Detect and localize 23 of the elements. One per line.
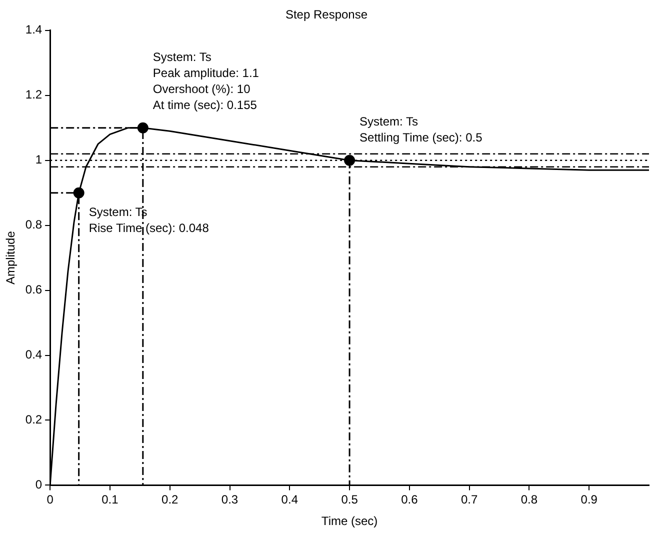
y-tick-label: 1.2 — [25, 88, 42, 102]
x-tick-label: 0.1 — [102, 492, 119, 507]
x-tick-label: 0.3 — [221, 492, 238, 507]
y-tick-label: 0.6 — [25, 282, 42, 297]
x-tick-label: 0 — [46, 492, 54, 507]
y-tick-label: 0 — [35, 478, 42, 492]
x-axis-title: Time (sec) — [321, 514, 378, 528]
y-tick-label: 1 — [35, 152, 42, 167]
annotation: System: Ts Peak amplitude: 1.1 Overshoot (%): 10 At time (sec): 0.155 — [152, 50, 260, 112]
x-tick-label: 0.4 — [281, 492, 298, 507]
x-tick-label: 0.8 — [520, 492, 538, 507]
x-tick-label: 0.6 — [401, 492, 418, 507]
x-tick-label: 0.7 — [460, 492, 478, 507]
chart-title: Step Response — [285, 8, 368, 22]
y-tick-label: 1.4 — [25, 22, 42, 37]
y-tick-label: 0.8 — [25, 218, 42, 232]
y-axis-title: Amplitude — [4, 230, 18, 284]
x-tick-label: 0.5 — [341, 492, 358, 507]
y-tick-label: 0.4 — [25, 348, 42, 362]
y-tick-label: 0.2 — [25, 412, 42, 427]
x-tick-label: 0.9 — [580, 492, 598, 507]
annotation: System: Ts Settling Time (sec): 0.5 — [360, 114, 483, 145]
x-tick-label: 0.2 — [162, 492, 179, 507]
